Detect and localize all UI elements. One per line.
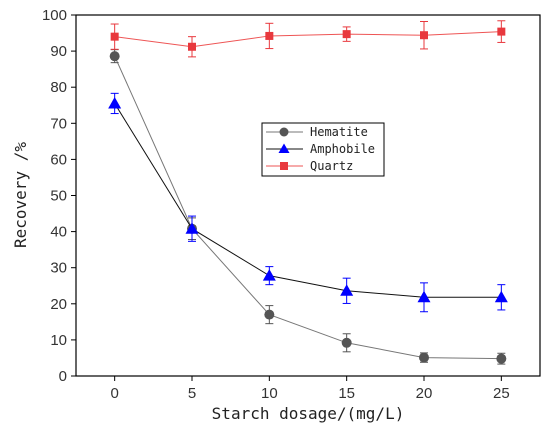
y-tick-label: 100 bbox=[42, 7, 67, 24]
x-tick-label: 15 bbox=[338, 385, 355, 402]
legend-label-quartz: Quartz bbox=[310, 159, 353, 173]
data-point-amphobile bbox=[185, 222, 199, 234]
data-point-hematite bbox=[109, 51, 120, 62]
x-tick-label: 0 bbox=[110, 385, 118, 402]
legend-item-hematite: Hematite bbox=[266, 125, 368, 139]
series-amphobile bbox=[108, 92, 508, 313]
x-tick-label: 10 bbox=[261, 385, 278, 402]
data-point-amphobile bbox=[494, 290, 508, 303]
y-tick-label: 50 bbox=[50, 188, 67, 205]
data-point-quartz bbox=[265, 31, 274, 40]
data-point-quartz bbox=[420, 31, 428, 40]
y-tick-label: 80 bbox=[50, 79, 67, 96]
y-axis-title: Recovery /% bbox=[11, 142, 30, 248]
y-tick-label: 40 bbox=[50, 224, 67, 241]
x-tick-label: 20 bbox=[416, 385, 433, 402]
y-tick-label: 30 bbox=[50, 260, 67, 277]
legend-item-amphobile: Amphobile bbox=[266, 142, 375, 156]
y-tick-label: 0 bbox=[59, 368, 67, 385]
legend-marker-hematite bbox=[279, 127, 289, 137]
y-tick-label: 70 bbox=[50, 115, 67, 132]
data-point-hematite bbox=[496, 353, 507, 364]
x-tick-label: 5 bbox=[188, 385, 196, 402]
y-tick-label: 60 bbox=[50, 151, 67, 168]
series-line-amphobile bbox=[114, 103, 502, 298]
data-point-quartz bbox=[188, 42, 196, 51]
y-axis-ticks: 0 10 20 30 40 50 60 70 80 90 100 bbox=[42, 7, 76, 385]
legend-label-amphobile: Amphobile bbox=[310, 142, 375, 156]
data-point-hematite bbox=[419, 352, 429, 363]
series-layer bbox=[108, 20, 508, 365]
series-line-quartz bbox=[114, 31, 502, 48]
data-point-quartz bbox=[497, 27, 506, 36]
data-point-amphobile bbox=[340, 284, 354, 296]
y-tick-label: 90 bbox=[50, 43, 67, 60]
legend-marker-quartz bbox=[280, 162, 288, 170]
series-line-hematite bbox=[114, 55, 502, 360]
x-axis-title: Starch dosage/(mg/L) bbox=[212, 404, 405, 423]
legend-marker-amphobile bbox=[278, 143, 290, 153]
y-tick-label: 10 bbox=[50, 332, 67, 349]
data-point-quartz bbox=[110, 32, 119, 41]
x-tick-label: 25 bbox=[493, 385, 510, 402]
legend: Hematite Amphobile Quartz bbox=[261, 122, 385, 177]
data-point-hematite bbox=[341, 337, 352, 348]
data-point-amphobile bbox=[417, 290, 431, 303]
plot-frame bbox=[75, 14, 541, 377]
series-quartz bbox=[110, 20, 506, 58]
legend-label-hematite: Hematite bbox=[310, 125, 368, 139]
y-tick-label: 20 bbox=[50, 296, 67, 313]
data-point-quartz bbox=[342, 30, 351, 39]
data-point-hematite bbox=[264, 309, 275, 320]
data-point-amphobile bbox=[262, 269, 276, 281]
legend-item-quartz: Quartz bbox=[266, 159, 353, 173]
series-hematite bbox=[109, 49, 507, 365]
x-axis-ticks: 0 5 10 15 20 25 bbox=[110, 376, 510, 402]
data-point-amphobile bbox=[108, 96, 122, 109]
